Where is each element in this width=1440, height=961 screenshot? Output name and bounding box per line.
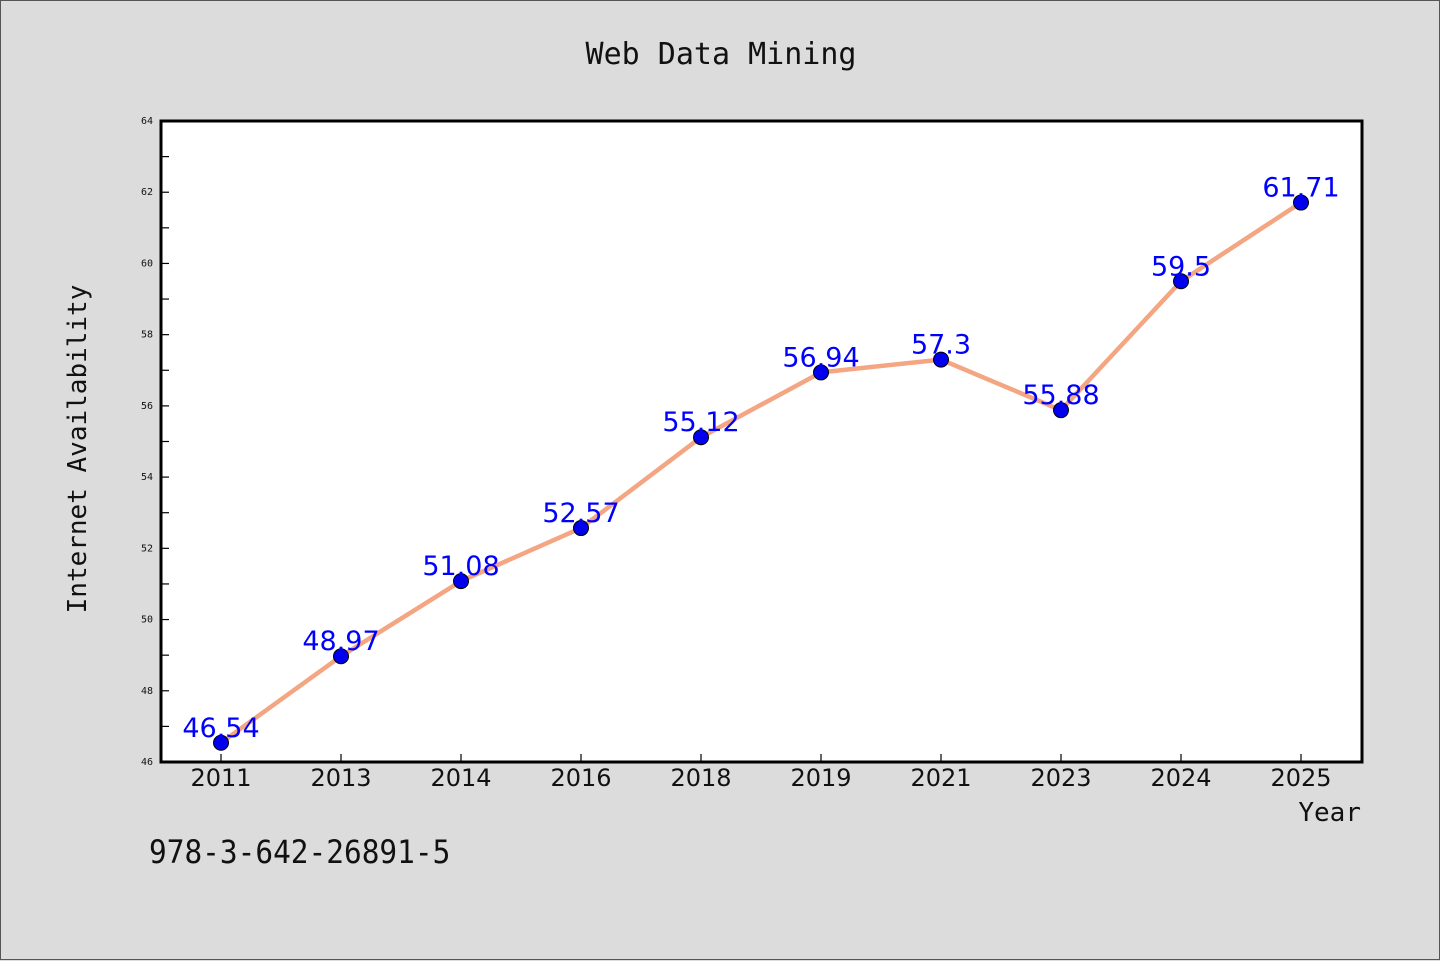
isbn-text: 978-3-642-26891-5 <box>149 833 451 871</box>
x-tick-label: 2014 <box>430 764 491 792</box>
data-point <box>333 648 349 665</box>
x-tick-label: 2018 <box>670 764 731 792</box>
data-label: 55.88 <box>1022 380 1099 411</box>
data-label: 57.3 <box>911 330 971 361</box>
data-label: 59.5 <box>1151 251 1211 282</box>
y-tick-label: 62 <box>141 187 153 198</box>
y-tick-label: 54 <box>141 472 153 483</box>
y-axis-label: Internet Availability <box>63 285 93 614</box>
data-label: 51.08 <box>422 551 499 582</box>
data-label: 52.57 <box>542 498 619 529</box>
y-tick-label: 60 <box>141 258 153 269</box>
data-point <box>1053 402 1069 419</box>
data-point <box>1293 194 1309 211</box>
data-point <box>693 429 709 446</box>
data-point <box>213 734 229 751</box>
series-line <box>219 200 1303 745</box>
x-tick-label: 2024 <box>1150 764 1211 792</box>
x-axis-label: Year <box>1298 798 1361 828</box>
y-tick-label: 56 <box>141 401 153 412</box>
data-point <box>1173 273 1189 290</box>
x-tick-label: 2019 <box>790 764 851 792</box>
y-tick-label: 50 <box>141 615 153 626</box>
series-group: 46.54 48.97 51.08 52.57 55.12 56.94 57.3 55.88 5… <box>182 173 1340 751</box>
chart-title: Web Data Mining <box>586 37 857 72</box>
plot-area <box>159 119 1364 764</box>
x-tick-label: 2016 <box>550 764 611 792</box>
x-tick-label: 2023 <box>1030 764 1091 792</box>
data-point <box>933 351 949 368</box>
data-point <box>813 364 829 381</box>
y-tick-label: 52 <box>141 543 153 554</box>
y-tick-label: 64 <box>141 116 153 127</box>
data-label: 48.97 <box>302 626 379 657</box>
y-tick-label: 48 <box>141 686 153 697</box>
y-tick-label: 46 <box>141 757 153 768</box>
y-axis-ticks: 46 48 50 52 54 56 58 60 62 64 <box>141 116 169 768</box>
data-label: 46.54 <box>182 713 259 744</box>
x-tick-label: 2021 <box>910 764 971 792</box>
x-axis-ticks: 2011 2013 2014 2016 2018 2019 2021 2023 2024 2025 <box>190 754 1332 792</box>
data-label: 56.94 <box>782 342 859 373</box>
data-point <box>573 520 589 537</box>
x-tick-label: 2025 <box>1270 764 1331 792</box>
x-tick-label: 2013 <box>310 764 371 792</box>
data-point <box>453 573 469 590</box>
x-tick-label: 2011 <box>190 764 251 792</box>
y-tick-label: 58 <box>141 330 153 341</box>
data-label: 61.71 <box>1262 173 1339 204</box>
data-label: 55.12 <box>662 407 739 438</box>
